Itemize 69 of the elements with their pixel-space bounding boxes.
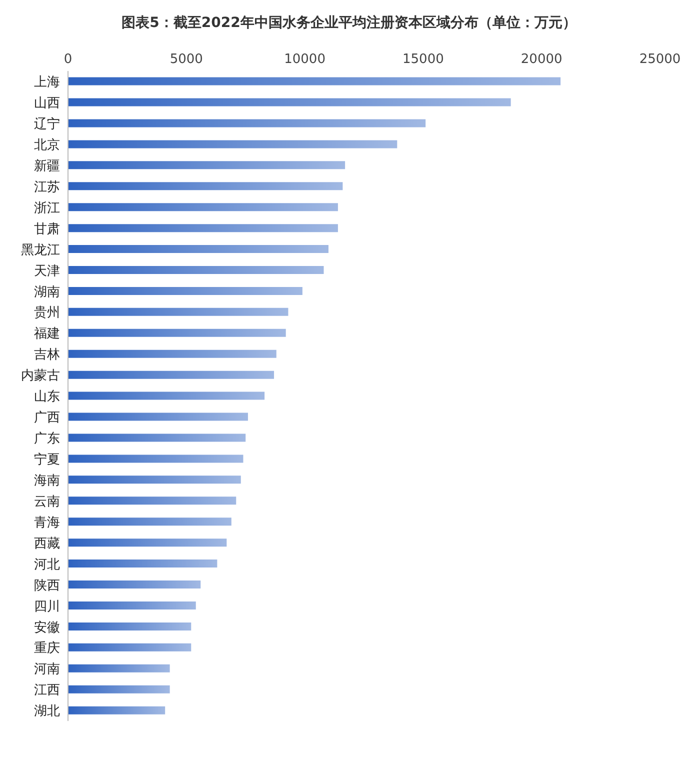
y-tick-label: 广东 <box>34 432 60 447</box>
y-tick-label: 黑龙江 <box>21 242 60 258</box>
bar <box>68 518 232 526</box>
bar <box>68 622 192 630</box>
bar <box>68 328 286 337</box>
bar <box>68 706 166 714</box>
x-tick-label: 15000 <box>402 52 444 67</box>
y-tick-label: 上海 <box>34 75 60 90</box>
bar <box>68 140 398 148</box>
y-tick-label: 北京 <box>34 138 60 153</box>
bar <box>68 538 227 547</box>
y-tick-label: 西藏 <box>34 536 60 552</box>
y-tick-label: 青海 <box>34 515 60 530</box>
y-tick-label: 云南 <box>34 494 60 510</box>
x-tick-label: 10000 <box>284 52 326 67</box>
y-tick-label: 宁夏 <box>34 452 60 468</box>
x-tick-label: 20000 <box>520 52 562 67</box>
y-tick-label: 新疆 <box>34 158 60 174</box>
bar <box>68 496 236 505</box>
y-tick-label: 河北 <box>34 557 60 572</box>
y-tick-label: 四川 <box>34 599 60 614</box>
y-tick-label: 辽宁 <box>34 116 60 132</box>
y-tick-label: 湖北 <box>34 704 60 720</box>
x-tick-label: 5000 <box>170 52 203 67</box>
bar <box>68 286 302 295</box>
y-tick-label: 河南 <box>34 662 60 678</box>
bar <box>68 119 426 128</box>
bar <box>68 370 274 379</box>
x-tick-label: 0 <box>64 52 72 67</box>
y-tick-label: 天津 <box>34 264 60 279</box>
bar <box>68 224 338 232</box>
y-tick-label: 贵州 <box>34 306 60 321</box>
bar <box>68 98 511 106</box>
y-tick-label: 江西 <box>34 683 60 698</box>
y-tick-label: 陕西 <box>34 578 60 594</box>
y-tick-label: 山东 <box>34 390 60 405</box>
y-tick-label: 甘肃 <box>34 222 60 237</box>
y-tick-label: 安徽 <box>34 619 60 636</box>
y-tick-label: 湖南 <box>34 284 60 300</box>
bar <box>68 601 196 610</box>
y-tick-label: 山西 <box>34 96 60 112</box>
bar <box>68 560 218 568</box>
bar <box>68 203 338 212</box>
bar <box>68 308 288 316</box>
bar <box>68 161 346 170</box>
x-tick-label: 25000 <box>639 52 681 67</box>
bar <box>68 245 328 254</box>
bar <box>68 454 244 463</box>
bar <box>68 77 561 86</box>
bar <box>68 580 201 589</box>
bar <box>68 412 248 421</box>
y-tick-label: 重庆 <box>34 641 60 656</box>
y-tick-label: 海南 <box>34 473 60 488</box>
bar <box>68 664 170 672</box>
bar <box>68 685 170 694</box>
bar <box>68 476 241 484</box>
chart-title: 图表5：截至2022年中国水务企业平均注册资本区域分布（单位：万元） <box>120 14 578 33</box>
y-tick-label: 广西 <box>34 410 60 426</box>
bar <box>68 643 192 652</box>
bar <box>68 266 324 274</box>
y-tick-label: 福建 <box>34 326 60 342</box>
bar <box>68 434 246 442</box>
bar <box>68 350 276 358</box>
y-tick-label: 吉林 <box>34 348 60 363</box>
y-tick-label: 内蒙古 <box>21 368 60 384</box>
bar <box>68 392 265 400</box>
y-tick-label: 浙江 <box>34 200 60 216</box>
y-tick-label: 江苏 <box>34 180 60 195</box>
bar <box>68 182 343 190</box>
